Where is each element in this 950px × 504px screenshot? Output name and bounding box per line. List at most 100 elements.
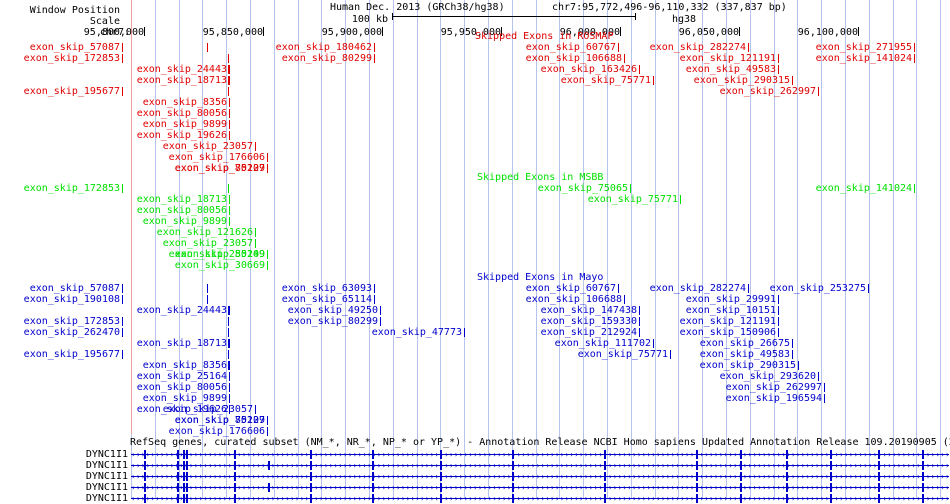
gene-exon[interactable] [696,494,698,503]
exon-skip-label[interactable]: exon_skip_65114 [281,294,372,305]
exon-skip-feature-mark[interactable] [229,131,230,140]
exon-skip-label[interactable]: exon_skip_9899 [142,119,227,130]
exon-skip-label[interactable]: exon_skip_195677 [23,86,120,97]
gene-exon[interactable] [786,472,788,481]
exon-skip-feature-mark[interactable] [374,295,375,304]
gene-exon[interactable] [696,472,698,481]
exon-skip-label[interactable]: exon_skip_176606 [168,426,265,437]
exon-skip-feature-mark[interactable] [229,372,230,381]
exon-skip-feature-mark[interactable] [228,317,229,326]
gene-row[interactable]: ››››››››››››››››››››››››››››››››››››››››… [131,461,949,470]
gene-exon[interactable] [183,461,185,470]
gene-exon[interactable] [186,461,188,470]
gene-exon[interactable] [786,494,788,503]
exon-skip-label[interactable]: exon_skip_80056 [136,205,227,216]
gene-exon[interactable] [144,483,146,492]
gene-exon[interactable] [830,494,832,503]
exon-skip-feature-mark[interactable] [618,284,619,293]
exon-skip-label[interactable]: exon_skip_262997 [719,86,816,97]
exon-skip-feature-mark[interactable] [229,339,230,348]
exon-skip-feature-mark[interactable] [255,405,256,414]
exon-skip-feature-mark[interactable] [228,65,229,74]
gene-exon[interactable] [604,450,606,459]
exon-skip-label[interactable]: exon_skip_30669 [174,260,265,271]
gene-exon[interactable] [878,494,880,503]
gene-exon[interactable] [177,483,179,492]
gene-row[interactable]: ››››››››››››››››››››››››››››››››››››››››… [131,472,949,481]
exon-skip-label[interactable]: exon_skip_111702 [554,338,651,349]
gene-exon[interactable] [878,483,880,492]
exon-skip-feature-mark[interactable] [380,317,381,326]
exon-skip-label[interactable]: exon_skip_8356 [142,97,227,108]
exon-skip-feature-mark[interactable] [228,306,229,315]
exon-skip-label[interactable]: exon_skip_85109 [174,163,265,174]
exon-skip-feature-mark[interactable] [374,43,375,52]
exon-skip-feature-mark[interactable] [229,217,230,226]
exon-skip-feature-mark[interactable] [122,317,123,326]
gene-exon[interactable] [310,494,312,503]
exon-skip-label[interactable]: exon_skip_57087 [29,283,120,294]
exon-skip-feature-mark[interactable] [229,394,230,403]
exon-skip-feature-mark[interactable] [267,153,268,162]
gene-exon[interactable] [234,461,236,470]
gene-exon[interactable] [604,494,606,503]
exon-skip-label[interactable]: exon_skip_121191 [679,316,776,327]
exon-skip-feature-mark[interactable] [792,350,793,359]
exon-skip-feature-mark[interactable] [914,54,915,63]
gene-exon[interactable] [177,461,179,470]
exon-skip-label[interactable]: exon_skip_75065 [537,183,628,194]
exon-skip-label[interactable]: exon_skip_75771 [577,349,668,360]
exon-skip-feature-mark[interactable] [792,76,793,85]
gene-exon[interactable] [310,461,312,470]
exon-skip-label[interactable]: exon_skip_196594 [725,393,822,404]
exon-skip-label[interactable]: exon_skip_106688 [525,53,622,64]
exon-skip-label[interactable]: exon_skip_19626 [136,130,227,141]
gene-exon[interactable] [186,450,188,459]
exon-skip-label[interactable]: exon_skip_253275 [769,283,866,294]
exon-skip-label[interactable]: exon_skip_75771 [560,75,651,86]
exon-skip-label[interactable]: exon_skip_262997 [725,382,822,393]
exon-skip-feature-mark[interactable] [122,328,123,337]
gene-exon[interactable] [372,472,374,481]
exon-skip-label[interactable]: exon_skip_49250 [287,305,378,316]
gene-exon[interactable] [440,450,442,459]
gene-exon[interactable] [696,450,698,459]
exon-skip-feature-mark[interactable] [818,372,819,381]
exon-skip-feature-mark[interactable] [639,306,640,315]
gene-exon[interactable] [604,461,606,470]
exon-skip-feature-mark[interactable] [229,65,230,74]
exon-skip-feature-mark[interactable] [680,195,681,204]
exon-skip-feature-mark[interactable] [229,120,230,129]
gene-exon[interactable] [740,483,742,492]
exon-skip-label[interactable]: exon_skip_23057 [162,238,253,249]
exon-skip-label[interactable]: exon_skip_9899 [142,216,227,227]
exon-skip-feature-mark[interactable] [255,239,256,248]
gene-exon[interactable] [878,472,880,481]
exon-skip-feature-mark[interactable] [228,350,229,359]
exon-skip-label[interactable]: exon_skip_23057 [162,141,253,152]
gene-exon[interactable] [372,494,374,503]
gene-exon[interactable] [696,461,698,470]
exon-skip-label[interactable]: exon_skip_18713 [136,194,227,205]
exon-skip-feature-mark[interactable] [374,284,375,293]
gene-label[interactable]: DYNC1I1 [85,449,128,460]
gene-row[interactable]: ››››››››››››››››››››››››››››››››››››››››… [131,494,949,503]
exon-skip-label[interactable]: exon_skip_80056 [136,382,227,393]
gene-exon[interactable] [696,483,698,492]
exon-skip-feature-mark[interactable] [748,43,749,52]
exon-skip-feature-mark[interactable] [624,54,625,63]
gene-exon[interactable] [922,472,924,481]
exon-skip-feature-mark[interactable] [798,361,799,370]
exon-skip-label[interactable]: exon_skip_47773 [371,327,462,338]
exon-skip-feature-mark[interactable] [380,306,381,315]
exon-skip-feature-mark[interactable] [122,295,123,304]
exon-skip-feature-mark[interactable] [778,65,779,74]
gene-label[interactable]: DYNC1I1 [85,493,128,504]
exon-skip-feature-mark[interactable] [207,295,208,304]
gene-exon[interactable] [372,483,374,492]
exon-skip-label[interactable]: exon_skip_141024 [815,53,912,64]
exon-skip-feature-mark[interactable] [267,261,268,270]
exon-skip-feature-mark[interactable] [914,184,915,193]
gene-exon[interactable] [186,483,188,492]
exon-skip-label[interactable]: exon_skip_172853 [23,183,120,194]
